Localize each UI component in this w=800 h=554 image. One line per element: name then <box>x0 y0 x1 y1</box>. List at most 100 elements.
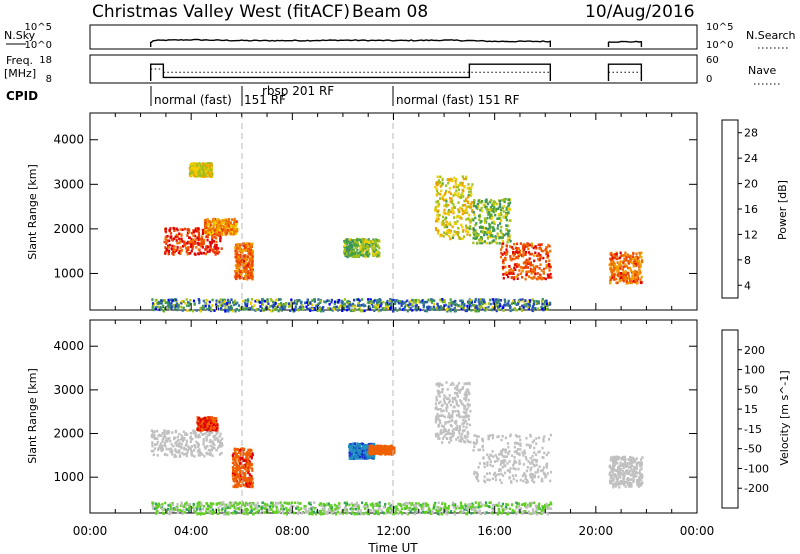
velocity-cell <box>169 450 172 453</box>
power-cell <box>217 247 220 250</box>
power-cell <box>525 261 529 265</box>
power-cell <box>549 301 552 305</box>
velocity-cell <box>205 437 208 441</box>
power-cell <box>274 302 277 305</box>
power-cell <box>333 300 337 304</box>
power-cell <box>297 308 300 312</box>
velocity-cell <box>186 433 189 436</box>
power-cell <box>451 308 454 312</box>
velocity-cell <box>198 420 201 423</box>
velocity-cell <box>359 450 362 454</box>
velocity-cell <box>220 445 223 448</box>
power-cell <box>212 218 215 222</box>
power-cell <box>204 223 207 227</box>
velocity-cell <box>174 436 177 440</box>
power-cell <box>528 275 531 278</box>
velocity-cell <box>249 480 252 484</box>
power-cell <box>193 252 196 256</box>
velocity-cell <box>180 443 183 446</box>
power-cell <box>333 302 336 306</box>
velocity-cell <box>245 462 248 466</box>
power-cell <box>211 304 214 307</box>
power-cell <box>442 235 445 238</box>
power-cell <box>478 214 481 218</box>
velocity-cell <box>197 422 200 426</box>
velocity-cell <box>246 459 249 462</box>
power-cell <box>154 307 157 311</box>
power-cell <box>183 243 186 246</box>
power-cell <box>387 307 390 310</box>
power-cell <box>634 269 637 273</box>
power-cell <box>175 302 178 305</box>
power-cell <box>462 195 465 198</box>
power-cell <box>446 232 449 236</box>
power-cell <box>453 303 456 306</box>
velocity-cell <box>213 443 216 447</box>
power-cell <box>489 235 492 239</box>
power-cell <box>367 251 370 255</box>
power-cell <box>498 302 502 306</box>
power-cell <box>366 253 369 257</box>
velocity-cell <box>379 449 382 452</box>
power-cell <box>524 299 527 303</box>
power-cell <box>474 309 477 313</box>
power-cell <box>242 259 246 263</box>
power-cell <box>462 177 465 181</box>
power-cell <box>534 265 537 268</box>
velocity-data <box>150 381 644 516</box>
velocity-cell <box>198 448 201 451</box>
power-cell <box>488 225 491 228</box>
power-cell <box>504 300 507 304</box>
power-cell <box>355 243 358 247</box>
power-cell <box>515 309 518 312</box>
power-cell <box>214 243 217 247</box>
power-cell <box>470 210 474 214</box>
power-cell <box>624 263 627 266</box>
power-cell <box>169 227 172 230</box>
power-cell <box>178 232 181 236</box>
power-cell <box>500 219 503 222</box>
velocity-cell <box>185 454 189 458</box>
velocity-cell <box>513 456 516 459</box>
power-cell <box>508 272 511 275</box>
velocity-cell <box>351 454 354 458</box>
power-cell <box>208 306 211 310</box>
velocity-cell <box>434 402 438 405</box>
velocity-cell <box>243 452 246 456</box>
power-x-ticks <box>89 113 698 310</box>
velocity-cell <box>198 454 201 457</box>
velocity-cell <box>364 454 367 458</box>
power-cell <box>515 246 518 250</box>
power-cell <box>447 222 450 226</box>
power-cell <box>229 221 232 225</box>
power-cell <box>414 307 417 311</box>
velocity-cell <box>184 433 187 436</box>
power-cell <box>456 215 459 219</box>
power-cell <box>176 241 179 245</box>
velocity-cell <box>371 447 374 450</box>
power-cell <box>199 244 202 248</box>
power-cell <box>434 206 437 209</box>
velocity-cell <box>487 456 490 459</box>
power-cell <box>391 298 394 302</box>
power-cell <box>495 208 498 211</box>
power-cell <box>492 239 495 242</box>
velocity-cell <box>206 428 209 432</box>
power-cell <box>490 217 493 221</box>
power-cell <box>197 252 200 256</box>
power-cell <box>266 298 269 301</box>
velocity-cell <box>442 425 445 428</box>
power-cell <box>230 304 233 308</box>
power-cell <box>543 276 546 280</box>
power-cell <box>203 171 207 175</box>
power-cell <box>234 252 237 255</box>
power-cell <box>517 251 520 254</box>
velocity-cell <box>209 431 212 435</box>
velocity-cell <box>467 404 470 408</box>
power-cell <box>278 304 281 307</box>
power-cell <box>236 274 239 278</box>
power-cell <box>467 217 470 220</box>
power-cell <box>536 272 539 275</box>
power-cell <box>201 235 204 239</box>
velocity-cell <box>464 394 467 397</box>
